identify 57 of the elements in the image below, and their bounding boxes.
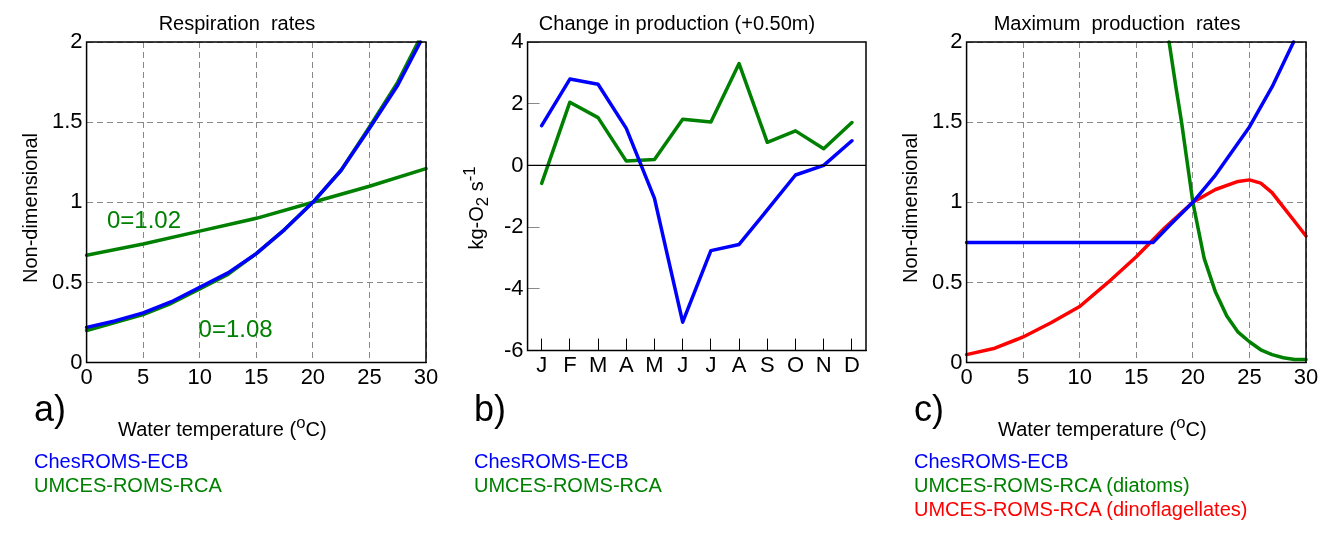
x-tick-label: 5	[137, 363, 150, 389]
y-tick-label: 1.5	[51, 108, 83, 134]
x-tick-label: 20	[1180, 363, 1206, 389]
text: a)	[34, 388, 67, 430]
x-tick-label: J	[677, 351, 689, 377]
chart-title: Change in production (+0.50m)	[538, 11, 816, 34]
x-tick-label: 10	[187, 363, 212, 389]
text: UMCES-ROMS-RCA (diatoms)	[914, 473, 1191, 497]
y-tick-label: 0.5	[931, 268, 963, 294]
x-tick-label: 15	[244, 363, 269, 389]
annotation: 0=1.02	[106, 206, 182, 234]
x-tick-label: D	[843, 351, 860, 377]
x-tick-label: 30	[1293, 363, 1319, 389]
x-tick-label: 15	[1124, 363, 1149, 389]
text: UMCES-ROMS-RCA	[34, 473, 223, 497]
x-tick-label: A	[731, 351, 747, 377]
annotation: 0=1.08	[198, 315, 273, 343]
x-tick-label: S	[759, 351, 775, 377]
x-tick-label: F	[563, 351, 577, 377]
text: UMCES-ROMS-RCA	[474, 473, 663, 497]
x-tick-label: 20	[300, 363, 326, 389]
x-axis-title: Water temperature ($^{o}$C)	[998, 413, 1207, 440]
chart-title: Respiration rates	[158, 11, 316, 34]
x-tick-label: N	[815, 351, 832, 377]
x-tick-label: 30	[413, 363, 439, 389]
y-tick-label: 1	[70, 188, 83, 214]
x-axis-title: Water temperature ($^{o}$C)	[118, 413, 327, 440]
y-axis-title: Non-dimensional	[898, 131, 922, 286]
x-tick-label: M	[588, 351, 608, 377]
y-tick-label: 2	[70, 28, 83, 54]
x-tick-label: J	[705, 351, 717, 377]
chart-title: Maximum production rates	[993, 11, 1241, 34]
x-tick-label: M	[645, 351, 664, 377]
text: b)	[474, 388, 507, 430]
x-tick-label: 25	[357, 363, 382, 389]
x-tick-label: 10	[1067, 363, 1092, 389]
x-tick-label: O	[786, 351, 805, 377]
y-tick-label: 1.5	[931, 108, 963, 134]
text: UMCES-ROMS-RCA (dinoflagellates)	[914, 497, 1249, 521]
y-tick-label: 2	[511, 89, 524, 115]
x-tick-label: 5	[1017, 363, 1030, 389]
y-tick-label: 0	[511, 151, 524, 177]
y-tick-label: 1	[950, 188, 963, 214]
y-tick-label: -6	[504, 336, 524, 362]
text: ChesROMS-ECB	[34, 449, 190, 473]
x-tick-label: 25	[1237, 363, 1262, 389]
text: ChesROMS-ECB	[474, 449, 630, 473]
x-tick-label: J	[536, 351, 548, 377]
y-tick-label: -2	[504, 213, 524, 239]
y-axis-title: Non-dimensional	[18, 131, 42, 286]
y-tick-label: 2	[950, 28, 963, 54]
text: ChesROMS-ECB	[914, 449, 1070, 473]
x-tick-label: A	[618, 351, 634, 377]
y-tick-label: -4	[504, 274, 524, 300]
y-tick-label: 4	[511, 28, 524, 54]
text: c)	[914, 388, 944, 430]
y-tick-label: 0.5	[51, 268, 83, 294]
